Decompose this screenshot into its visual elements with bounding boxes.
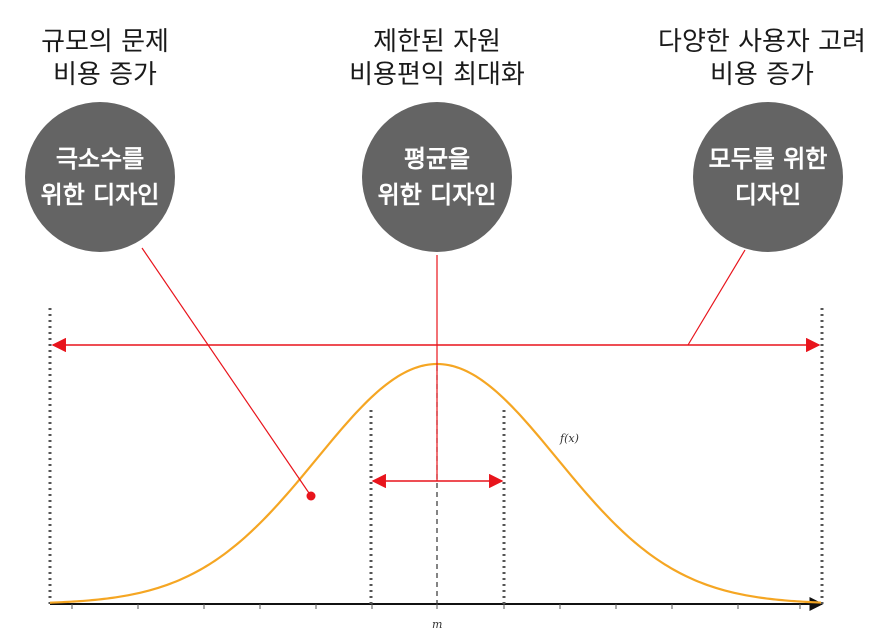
left-connector-line bbox=[141, 247, 312, 497]
center-label: 제한된 자원 비용편익 최대화 bbox=[317, 26, 557, 92]
axis-ticks bbox=[71, 604, 801, 609]
right-connector-line bbox=[687, 249, 746, 346]
right-label: 다양한 사용자 고려 비용 증가 bbox=[642, 26, 882, 92]
bell-curve bbox=[49, 362, 822, 604]
curve-label: f(x) bbox=[559, 432, 579, 445]
left-label-line2: 비용 증가 bbox=[53, 60, 157, 90]
center-circle-line2: 위한 디자인 bbox=[377, 181, 497, 209]
right-circle: 모두를 위한 디자인 bbox=[693, 102, 843, 252]
right-circle-line1: 모두를 위한 bbox=[708, 145, 828, 173]
right-label-line1: 다양한 사용자 고려 bbox=[658, 27, 866, 57]
left-label-line1: 규모의 문제 bbox=[41, 27, 169, 57]
center-circle-line1: 평균을 bbox=[403, 145, 471, 173]
center-label-line2: 비용편익 최대화 bbox=[349, 60, 525, 90]
left-circle-line1: 극소수를 bbox=[55, 145, 145, 173]
axis-mean-label: m bbox=[432, 618, 442, 631]
right-circle-line2: 디자인 bbox=[734, 181, 802, 209]
left-circle: 극소수를 위한 디자인 bbox=[25, 102, 175, 252]
center-circle: 평균을 위한 디자인 bbox=[362, 102, 512, 252]
left-label: 규모의 문제 비용 증가 bbox=[0, 26, 225, 92]
right-label-line2: 비용 증가 bbox=[710, 60, 814, 90]
left-circle-line2: 위한 디자인 bbox=[40, 181, 160, 209]
center-label-line1: 제한된 자원 bbox=[373, 27, 501, 57]
left-connector-dot bbox=[306, 491, 316, 501]
